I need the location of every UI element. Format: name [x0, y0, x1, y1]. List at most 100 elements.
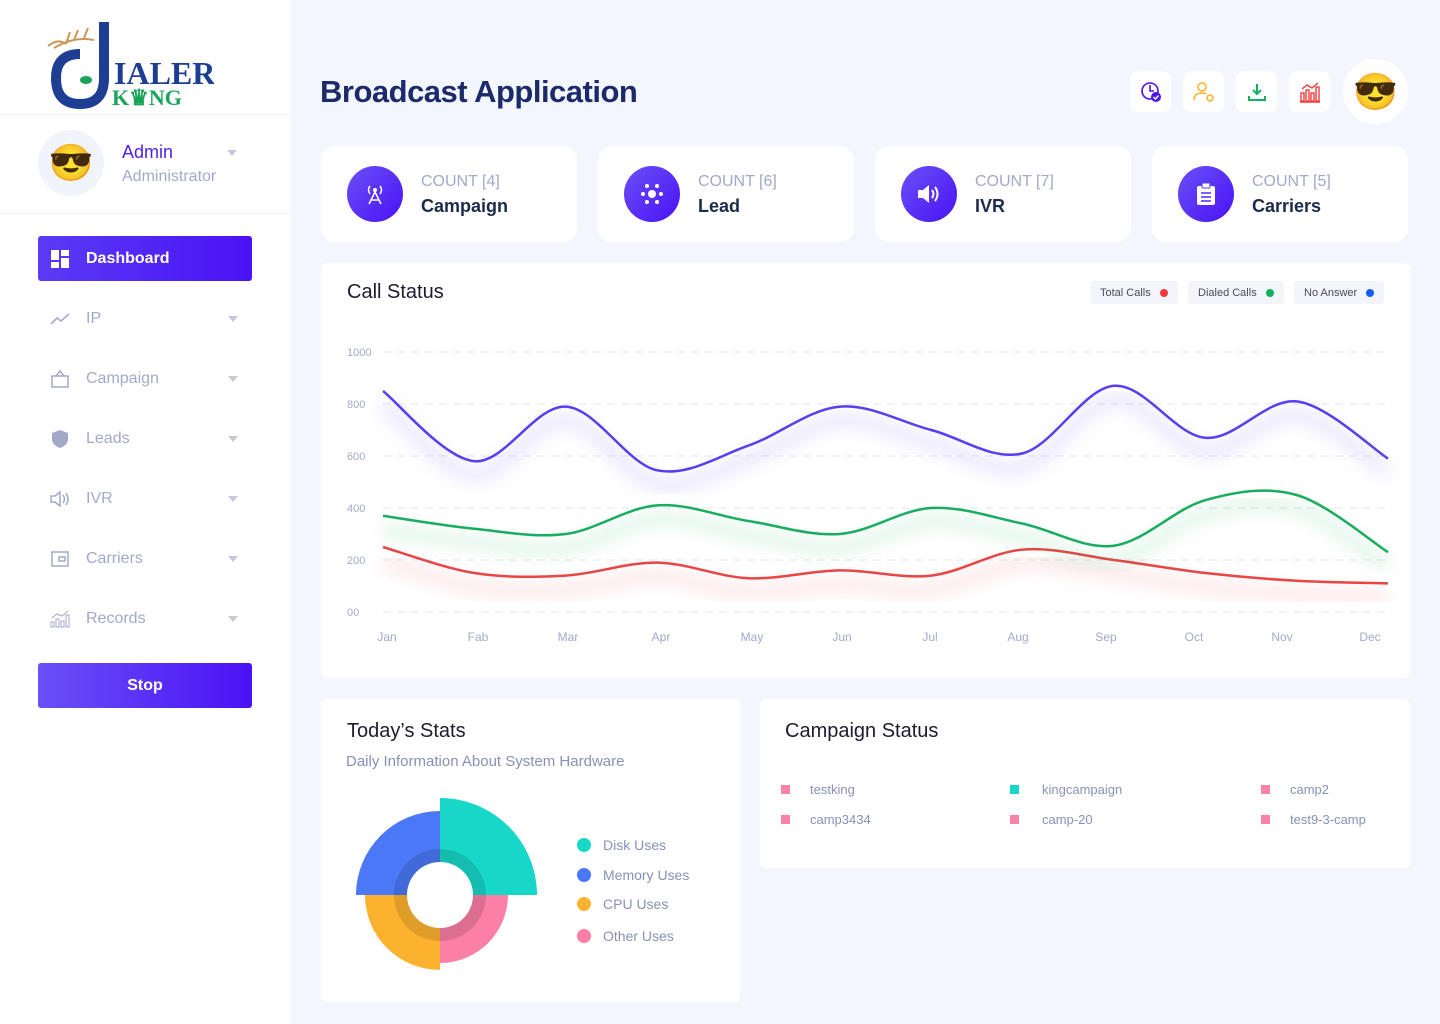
count-label: Carriers — [1252, 196, 1322, 216]
chevron-down-icon[interactable] — [228, 316, 238, 322]
sidebar-item-carriers[interactable]: Carriers — [38, 536, 252, 581]
y-tick-label: 1000 — [347, 347, 371, 359]
campaign-item[interactable]: test9-3-camp — [1261, 812, 1366, 827]
y-tick-label: 600 — [347, 451, 365, 463]
sidebar-item-records[interactable]: Records — [38, 596, 252, 641]
user-settings-icon — [1192, 81, 1214, 102]
legend-no-answer[interactable]: No Answer — [1294, 281, 1385, 304]
sidebar-item-label: Campaign — [86, 369, 159, 387]
campaign-item[interactable]: camp2 — [1261, 782, 1329, 797]
x-tick-label: May — [741, 630, 764, 644]
x-tick-label: Jan — [377, 630, 396, 644]
sidebar-item-leads[interactable]: Leads — [38, 416, 252, 461]
x-tick-label: Fab — [468, 630, 489, 644]
count-label: Lead — [698, 196, 741, 216]
download-button[interactable] — [1236, 71, 1277, 112]
sidebar-item-ivr[interactable]: IVR — [38, 476, 252, 521]
chevron-down-icon[interactable] — [228, 616, 238, 622]
x-tick-label: Apr — [652, 630, 671, 644]
clock-check-button[interactable] — [1130, 71, 1171, 112]
count-value: COUNT [7] — [975, 173, 1054, 190]
campaign-item[interactable]: camp3434 — [781, 812, 871, 827]
svg-text:K♛NG: K♛NG — [112, 85, 182, 110]
slice-disk — [440, 798, 537, 895]
hardware-donut-chart — [356, 798, 537, 970]
x-tick-label: Jul — [922, 630, 937, 644]
sidebar-item-label: IP — [86, 309, 102, 327]
series-line-total-calls — [382, 545, 1389, 585]
count-label: IVR — [975, 196, 1006, 216]
network-icon — [624, 166, 680, 222]
chevron-down-icon[interactable] — [228, 376, 238, 382]
x-tick-label: Sep — [1095, 630, 1117, 644]
series-line-no-answer — [382, 384, 1389, 473]
chevron-down-icon[interactable] — [228, 556, 238, 562]
count-value: COUNT [5] — [1252, 173, 1331, 190]
tower-icon — [347, 166, 403, 222]
series-shadow — [378, 392, 1392, 493]
sidebar-item-label: Carriers — [86, 549, 143, 567]
legend-label: Dialed Calls — [1198, 286, 1257, 299]
sidebar-item-campaign[interactable]: Campaign — [38, 356, 252, 401]
sidebar-item-dashboard[interactable]: Dashboard — [38, 236, 252, 281]
legend-dialed-calls[interactable]: Dialed Calls — [1188, 281, 1284, 304]
divider — [0, 114, 290, 115]
y-tick-label: 800 — [347, 399, 365, 411]
trend-icon — [50, 309, 70, 329]
x-tick-label: Jun — [832, 630, 851, 644]
campaign-status-title: Campaign Status — [785, 720, 939, 742]
todays-stats-subtitle: Daily Information About System Hardware — [346, 753, 625, 770]
download-icon — [1247, 83, 1266, 101]
divider — [0, 213, 290, 214]
chevron-down-icon[interactable] — [227, 150, 237, 156]
x-tick-label: Dec — [1359, 630, 1380, 644]
series-shadow — [382, 497, 1392, 573]
legend-total-calls[interactable]: Total Calls — [1090, 281, 1178, 304]
legend-dot — [1366, 288, 1375, 297]
legend-dot — [1265, 288, 1274, 297]
y-tick-label: 00 — [347, 607, 359, 619]
legend-cpu: CPU Uses — [577, 896, 668, 912]
x-tick-label: Nov — [1271, 630, 1292, 644]
user-profile[interactable]: 😎 Admin Administrator — [38, 130, 258, 196]
logo: IALER K♛NG — [44, 18, 216, 110]
user-avatar[interactable]: 😎 — [1343, 59, 1408, 124]
campaign-item[interactable]: testking — [781, 782, 855, 797]
x-tick-label: Aug — [1007, 630, 1028, 644]
legend-disk: Disk Uses — [577, 837, 666, 853]
bar-chart-icon — [50, 609, 70, 629]
x-tick-label: Oct — [1185, 630, 1204, 644]
clipboard-icon — [1178, 166, 1234, 222]
legend-dot — [1159, 288, 1168, 297]
y-tick-label: 400 — [347, 503, 365, 515]
count-card-lead[interactable]: COUNT [6] Lead — [598, 146, 854, 242]
user-role: Administrator — [122, 168, 217, 185]
dashboard-icon — [50, 249, 70, 269]
chart-button[interactable] — [1289, 71, 1330, 112]
count-value: COUNT [6] — [698, 173, 777, 190]
stop-button[interactable]: Stop — [38, 663, 252, 708]
count-card-ivr[interactable]: COUNT [7] IVR — [875, 146, 1131, 242]
svg-text:IALER: IALER — [114, 55, 214, 91]
campaign-item[interactable]: camp-20 — [1010, 812, 1093, 827]
user-settings-button[interactable] — [1183, 71, 1224, 112]
count-card-carriers[interactable]: COUNT [5] Carriers — [1152, 146, 1408, 242]
speaker-icon — [901, 166, 957, 222]
x-tick-label: Mar — [558, 630, 579, 644]
chevron-down-icon[interactable] — [228, 436, 238, 442]
user-name: Admin — [122, 142, 174, 162]
call-status-chart: 00 200 400 600 800 1000 Jan Fab Mar Apr May Jun Jul A… — [347, 347, 1392, 644]
count-card-campaign[interactable]: COUNT [4] Campaign — [321, 146, 577, 242]
campaign-status-panel — [760, 699, 1410, 868]
wallet-icon — [50, 549, 70, 569]
campaign-item[interactable]: kingcampaign — [1010, 782, 1122, 797]
sidebar-item-ip[interactable]: IP — [38, 296, 252, 341]
y-tick-label: 200 — [347, 555, 365, 567]
chevron-down-icon[interactable] — [228, 496, 238, 502]
series-shadow — [381, 554, 1389, 605]
shield-icon — [50, 429, 70, 449]
todays-stats-title: Today’s Stats — [347, 720, 466, 742]
campaign-icon — [50, 369, 70, 389]
sidebar-item-label: Records — [86, 609, 146, 627]
chart-title: Call Status — [347, 281, 444, 303]
